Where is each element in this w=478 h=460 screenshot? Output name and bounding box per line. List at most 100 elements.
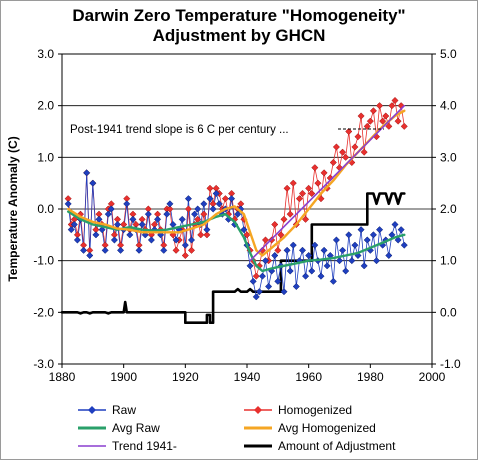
point-raw [376,226,384,234]
point-raw [339,246,347,254]
y-left-tick-label: 3.0 [37,47,54,61]
point-raw [394,236,402,244]
chart-title: Darwin Zero Temperature "Homogeneity" Ad… [0,6,478,46]
point-homogenized [289,179,297,187]
point-homogenized [320,169,328,177]
point-raw [73,236,81,244]
point-homogenized [369,107,377,115]
point-raw [397,226,405,234]
point-homogenized [363,122,371,130]
point-raw [317,272,325,280]
point-homogenized [277,231,285,239]
point-raw [160,246,168,254]
point-homogenized [258,246,266,254]
point-homogenized [357,112,365,120]
point-raw [98,226,106,234]
point-homogenized [391,96,399,105]
legend-label-avg-raw: Avg Raw [112,421,160,435]
point-raw [246,262,254,270]
point-raw [206,195,214,203]
point-raw [234,210,242,218]
point-raw [228,195,236,203]
series-line-trend-1941 [249,104,406,262]
point-raw [172,236,180,244]
point-raw [126,231,134,239]
point-raw [286,267,294,275]
point-homogenized [354,133,362,141]
point-homogenized [345,127,353,136]
axes-layer: 1880 1900 1920 1940 1960 1980 2000 3.0 2.0 1.0 0.0… [33,47,461,384]
point-raw [261,257,270,265]
legend-label-trend-1941: Trend 1941- [112,439,177,453]
point-raw [135,246,143,254]
point-raw [289,241,297,249]
point-raw [283,246,291,254]
point-raw [342,267,350,275]
y-left-tick-label: -3.0 [33,357,54,371]
point-homogenized [203,231,211,239]
series-layer [60,96,408,325]
point-raw [212,189,220,198]
legend-label-amount-of-adjustment: Amount of Adjustment [278,439,396,453]
point-raw [144,210,152,218]
point-homogenized [181,251,189,260]
point-homogenized [221,195,229,203]
point-raw [372,257,381,265]
y-right-tick-label: 3.0 [440,150,457,164]
legend-label-raw: Raw [112,403,136,417]
point-raw [265,282,273,291]
point-raw [302,272,310,280]
point-raw [280,288,288,296]
point-homogenized [332,143,340,151]
legend-marker-raw [88,406,96,414]
point-raw [369,231,377,239]
point-homogenized [379,117,387,125]
point-homogenized [206,184,214,192]
x-tick-label: 1940 [234,370,261,384]
point-raw [308,267,316,275]
y-right-tick-label: 2.0 [440,202,457,216]
x-tick-label: 1920 [172,370,199,384]
point-raw [147,236,155,244]
x-tick-label: 1960 [295,370,322,384]
point-raw [187,236,196,244]
point-raw [320,246,328,254]
point-raw [92,231,100,239]
point-homogenized [305,184,313,192]
point-raw [332,236,340,244]
point-homogenized [360,148,368,156]
point-homogenized [339,148,347,156]
point-raw [258,272,266,280]
y-left-tick-label: -1.0 [33,254,54,268]
x-tick-label: 1900 [110,370,137,384]
point-homogenized [271,220,279,229]
y-left-tick-label: -2.0 [33,305,54,319]
point-raw [385,251,393,260]
point-raw [191,210,199,218]
point-raw [215,200,223,208]
point-homogenized [342,153,350,161]
point-homogenized [314,179,322,187]
point-homogenized [166,205,174,213]
point-raw [255,288,263,296]
point-raw [298,246,307,254]
point-homogenized [329,158,337,167]
point-raw [104,210,112,218]
gridlines [62,105,432,313]
point-raw [363,236,371,244]
point-raw [345,231,353,239]
x-tick-label: 1880 [49,370,76,384]
point-raw [329,277,337,285]
point-raw [391,220,399,229]
y-right-tick-label: 1.0 [440,254,457,268]
point-raw [67,226,75,234]
series-line-amount-of-adjustment [60,192,406,325]
x-tick-label: 2000 [419,370,446,384]
legend: Raw Homogenized Avg Raw Avg Homogenized Tren… [78,403,396,453]
point-homogenized [302,215,310,223]
point-homogenized [184,205,192,213]
point-raw [163,210,171,218]
point-homogenized [376,102,384,110]
point-homogenized [351,143,359,151]
point-raw [271,251,279,260]
